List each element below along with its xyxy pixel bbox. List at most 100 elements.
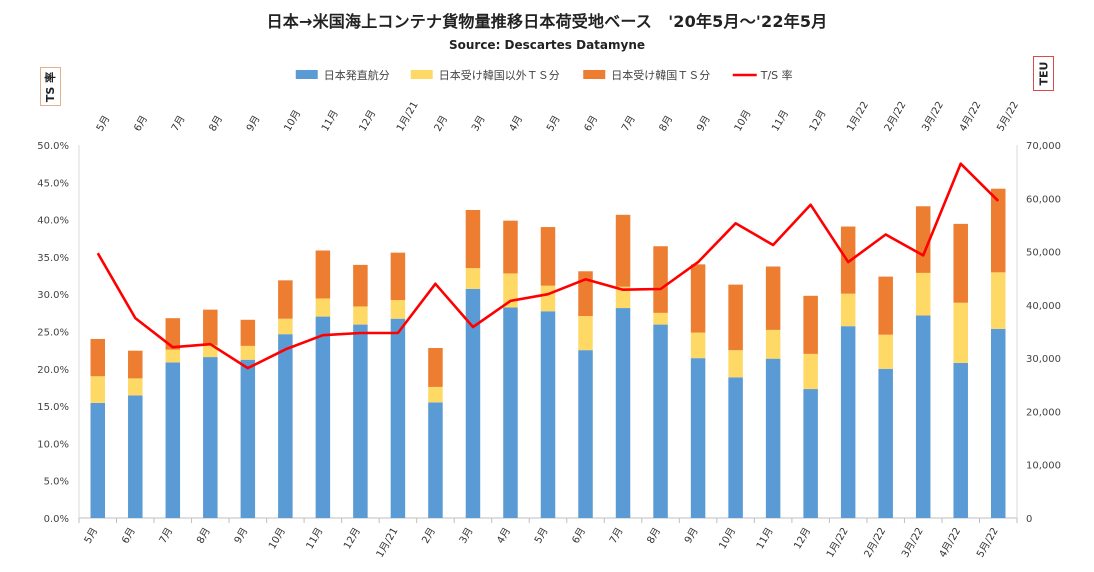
right-tick-label: 50,000 <box>1026 248 1061 259</box>
right-tick-label: 0 <box>1026 514 1032 525</box>
x-tick-label-bottom: 12月 <box>341 526 363 552</box>
x-tick-label-bottom: 6月 <box>119 526 138 546</box>
bar-segment <box>878 334 893 369</box>
right-tick-label: 60,000 <box>1026 194 1061 205</box>
bar-segment <box>165 362 181 518</box>
x-tick-label-top: 8月 <box>207 113 226 133</box>
bar-segment <box>690 358 706 518</box>
right-tick-label: 40,000 <box>1026 301 1061 312</box>
bar-segment <box>990 272 1006 329</box>
bar-segment <box>203 345 218 358</box>
bar-segment <box>728 350 743 378</box>
x-tick-label-top: 1月/21 <box>394 99 421 133</box>
x-tick-label-top: 9月 <box>244 113 263 133</box>
bar-segment <box>578 271 593 317</box>
x-tick-label-top: 9月 <box>694 113 713 133</box>
bar-segment <box>465 210 481 269</box>
bar-segment <box>615 214 631 287</box>
bar-segment <box>765 329 781 359</box>
x-tick-label-bottom: 2月 <box>419 526 438 546</box>
bar-segment <box>915 315 931 518</box>
bar-segment <box>728 284 743 351</box>
bar-segment <box>165 318 181 350</box>
legend-label: 日本発直航分 <box>324 68 390 82</box>
x-tick-label-top: 2月/22 <box>882 99 909 133</box>
bar-segment <box>390 318 406 518</box>
bar-segment <box>428 402 443 518</box>
bar-segment <box>315 316 331 518</box>
bar-segment <box>503 220 518 274</box>
bar-segment <box>653 312 668 325</box>
x-tick-label-bottom: 7月 <box>157 526 176 546</box>
bar-segment <box>278 280 293 319</box>
right-tick-label: 30,000 <box>1026 354 1061 365</box>
bar-segment <box>653 324 668 518</box>
bar-segment <box>615 308 631 518</box>
x-tick-label-bottom: 12月 <box>791 526 813 552</box>
right-tick-label: 70,000 <box>1026 141 1061 152</box>
left-axis-label-box: TS 率 <box>40 67 61 106</box>
x-tick-label-bottom: 6月 <box>570 526 589 546</box>
bar-segment <box>503 307 518 518</box>
bar-segment <box>578 316 593 351</box>
legend-swatch <box>410 70 433 79</box>
x-tick-label-top: 12月 <box>807 108 829 134</box>
x-tick-label-bottom: 10月 <box>266 526 288 552</box>
x-tick-label-top: 5月/22 <box>994 99 1021 133</box>
right-tick-label: 20,000 <box>1026 407 1061 418</box>
x-tick-label-bottom: 9月 <box>232 526 251 546</box>
bar-segment <box>840 293 856 327</box>
bar-segment <box>765 358 781 518</box>
x-tick-label-top: 7月 <box>619 113 638 133</box>
bar-segment <box>128 395 143 518</box>
bar-segment <box>390 252 406 301</box>
x-tick-label-bottom: 4月 <box>494 526 513 546</box>
bar-segment <box>165 349 181 363</box>
x-tick-label-top: 11月 <box>769 108 791 134</box>
left-tick-label: 35.0% <box>37 253 69 264</box>
bar-segment <box>915 206 931 273</box>
ts-rate-line <box>96 162 1000 370</box>
bar-segment <box>353 324 368 518</box>
bar-segment <box>203 357 218 518</box>
bar-segment <box>240 359 256 518</box>
x-tick-label-bottom: 2月/22 <box>862 526 889 560</box>
x-tick-label-bottom: 3月 <box>457 526 476 546</box>
legend-label: 日本受け韓国ＴＳ分 <box>611 68 710 82</box>
x-tick-label-bottom: 10月 <box>716 526 738 552</box>
bar-segment <box>765 266 781 330</box>
bar-segment <box>90 402 106 518</box>
bar-segment <box>240 345 256 360</box>
x-tick-label-bottom: 11月 <box>754 526 776 552</box>
bar-segment <box>90 338 106 377</box>
bar-segment <box>690 332 706 359</box>
bar-segment <box>315 298 331 317</box>
legend-label: T/S 率 <box>760 68 793 82</box>
bar-segment <box>578 350 593 518</box>
left-tick-label: 40.0% <box>37 216 69 227</box>
x-tick-label-bottom: 4月/22 <box>937 526 964 560</box>
left-tick-label: 45.0% <box>37 178 69 189</box>
bar-segment <box>690 264 706 333</box>
chart-title: 日本→米国海上コンテナ貨物量推移日本荷受地ベース '20年5月～'22年5月 <box>266 12 828 31</box>
bar-segment <box>203 309 218 346</box>
bar-segment <box>728 377 743 518</box>
x-tick-label-top: 6月 <box>131 113 150 133</box>
bar-segment <box>240 319 256 346</box>
bar-segment <box>465 288 481 518</box>
x-tick-label-top: 12月 <box>357 108 379 134</box>
bar-segment <box>540 227 556 286</box>
bar-segment <box>465 268 481 289</box>
bar-segment <box>615 286 631 309</box>
x-tick-label-top: 4月 <box>507 113 526 133</box>
x-tick-label-bottom: 8月 <box>194 526 213 546</box>
bar-segment <box>953 302 968 363</box>
bar-segment <box>803 389 818 518</box>
bar-segment <box>540 311 556 518</box>
x-tick-label-top: 11月 <box>319 108 341 134</box>
bar-segment <box>840 326 856 518</box>
bar-segment <box>428 348 443 387</box>
bar-segment <box>878 368 893 518</box>
left-tick-label: 5.0% <box>44 477 69 488</box>
